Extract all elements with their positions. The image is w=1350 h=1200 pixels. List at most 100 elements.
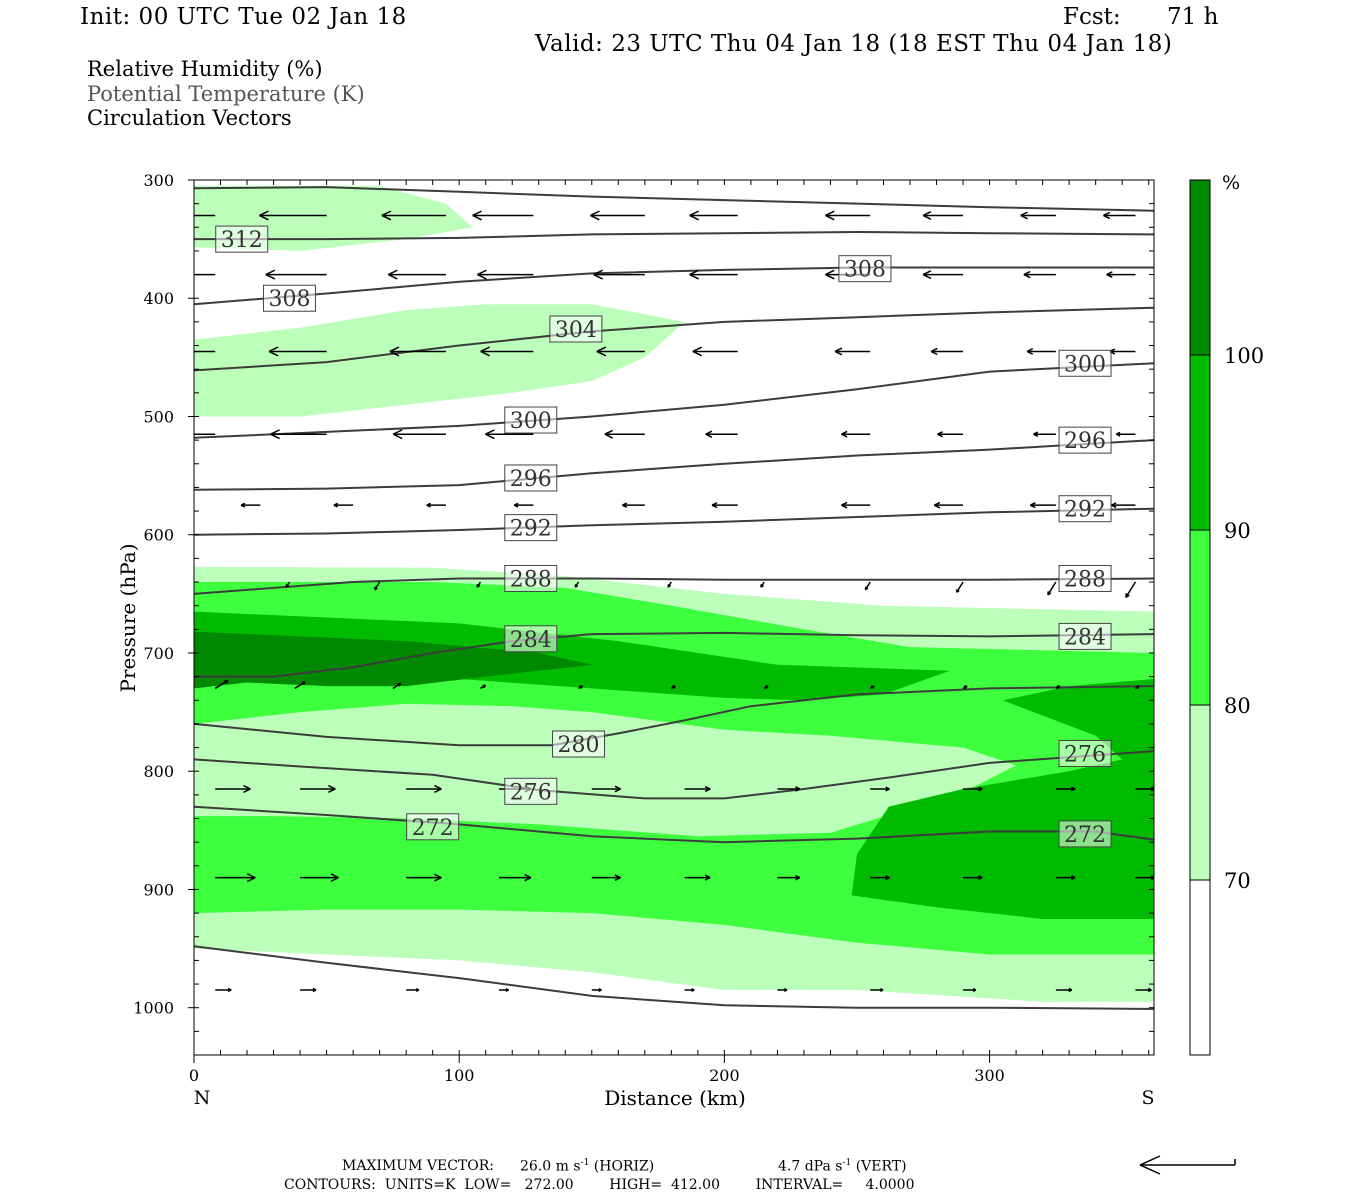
isentrope-312-line <box>194 230 1154 241</box>
vector-arrow <box>476 581 482 588</box>
vector-arrow <box>591 785 621 793</box>
vector-arrow <box>591 874 621 882</box>
vector-arrow <box>922 270 964 280</box>
vector-arrow <box>1106 271 1136 279</box>
colorbar-segment <box>1189 354 1211 531</box>
colorbar-unit: % <box>1222 172 1240 194</box>
svg-text:288: 288 <box>1064 567 1106 592</box>
isentrope-308-line <box>194 266 1154 306</box>
south-label: S <box>1141 1087 1154 1109</box>
isentrope-label-292: 292 <box>504 514 558 542</box>
vector-arrow <box>692 346 738 357</box>
isentrope-label-292: 292 <box>1058 495 1112 523</box>
max-vector-horiz: 26.0 m s-1 (HORIZ) <box>520 1158 655 1175</box>
vector-arrow <box>834 347 871 356</box>
vector-arrow <box>480 684 487 690</box>
vector-arrow <box>1115 431 1136 437</box>
vector-arrow <box>1103 211 1136 220</box>
vector-arrow <box>667 581 672 588</box>
vector-arrow <box>194 273 216 276</box>
vector-arrow <box>593 269 645 280</box>
isentrope-label-296: 296 <box>504 464 558 492</box>
y-tick-label: 300 <box>143 171 174 190</box>
contours-info: CONTOURS: UNITS=K LOW= 272.00 HIGH= 412.… <box>284 1177 915 1193</box>
vector-arrow <box>622 502 645 508</box>
vector-arrow <box>333 502 354 508</box>
vector-arrow <box>268 346 327 357</box>
vector-arrow <box>294 681 306 690</box>
vector-arrow <box>1023 270 1056 279</box>
legend-circulation-vectors: Circulation Vectors <box>87 106 292 130</box>
svg-text:308: 308 <box>268 287 310 312</box>
isentrope-label-296: 296 <box>1058 426 1112 454</box>
vector-arrow <box>777 786 801 792</box>
vector-arrow <box>285 581 291 588</box>
isentrope-label-288: 288 <box>1058 564 1112 592</box>
vector-arrow <box>513 502 534 508</box>
x-tick-label: 200 <box>709 1066 740 1085</box>
svg-text:292: 292 <box>1064 498 1106 523</box>
svg-text:272: 272 <box>1064 823 1106 848</box>
vector-arrow <box>215 784 251 793</box>
vector-arrow <box>300 987 317 993</box>
isentrope-label-288: 288 <box>504 564 558 592</box>
vector-arrow <box>963 786 983 792</box>
vector-arrow <box>1055 685 1061 690</box>
vector-arrow <box>870 786 890 792</box>
svg-text:312: 312 <box>221 228 263 253</box>
vector-arrow <box>591 987 602 992</box>
svg-text:300: 300 <box>510 409 552 434</box>
vector-arrow <box>962 685 968 690</box>
isentrope-label-308: 308 <box>838 255 892 283</box>
colorbar: 70 80 90 100 <box>1189 179 1264 1056</box>
rh-region-90-5 <box>851 679 1154 919</box>
svg-text:300: 300 <box>1064 352 1106 377</box>
vector-arrow <box>194 350 216 353</box>
isentrope-labels: 312 308 308 304 300 300 296 296 292 292 288 288 284 2… <box>215 225 1112 848</box>
x-axis-label: Distance (km) <box>604 1086 746 1110</box>
vector-arrow <box>477 269 534 280</box>
vector-arrow <box>214 679 229 690</box>
vector-arrow <box>270 429 327 440</box>
vector-arrow <box>841 430 871 438</box>
isentrope-288-line <box>194 577 1154 595</box>
vector-arrow <box>406 784 442 793</box>
vector-arrow <box>194 214 216 217</box>
svg-text:304: 304 <box>555 318 597 343</box>
vector-arrow <box>1135 987 1152 993</box>
vector-arrow <box>869 685 875 690</box>
vector-arrow <box>870 875 890 881</box>
init-time: Init: 00 UTC Tue 02 Jan 18 <box>80 4 407 30</box>
max-vector-vert: 4.7 dPa s-1 (VERT) <box>778 1158 907 1175</box>
vector-arrow <box>963 875 983 881</box>
vector-arrow <box>604 429 645 439</box>
isentrope-label-300: 300 <box>1058 349 1112 377</box>
vector-arrow <box>1135 685 1140 690</box>
vector-arrow <box>777 987 788 992</box>
svg-text:288: 288 <box>510 567 552 592</box>
vector-arrow <box>392 682 402 690</box>
vector-arrow <box>426 502 446 508</box>
isentrope-label-276: 276 <box>1058 739 1112 767</box>
vector-arrow <box>670 685 676 690</box>
vector-arrow <box>498 873 532 882</box>
vector-arrow <box>777 874 801 881</box>
isentrope-280-line <box>194 685 1154 747</box>
isentrope-300-line <box>194 362 1154 439</box>
vector-arrow <box>1125 581 1137 599</box>
rh-shading <box>194 185 1154 1002</box>
vector-arrow <box>381 210 446 221</box>
plot-frame <box>193 179 1155 1056</box>
isentrope-label-312: 312 <box>215 225 269 253</box>
vector-arrow <box>240 502 261 508</box>
colorbar-segment <box>1189 179 1211 356</box>
svg-text:276: 276 <box>1064 742 1106 767</box>
vector-arrow <box>1055 786 1076 792</box>
forecast-hour-value: 71 h <box>1167 4 1219 30</box>
vector-arrow <box>1026 348 1056 355</box>
vector-arrow <box>406 873 442 882</box>
vector-arrow <box>933 501 964 509</box>
vector-arrow <box>578 685 584 690</box>
x-tick-label: 0 <box>189 1066 199 1085</box>
colorbar-segment <box>1189 879 1211 1056</box>
